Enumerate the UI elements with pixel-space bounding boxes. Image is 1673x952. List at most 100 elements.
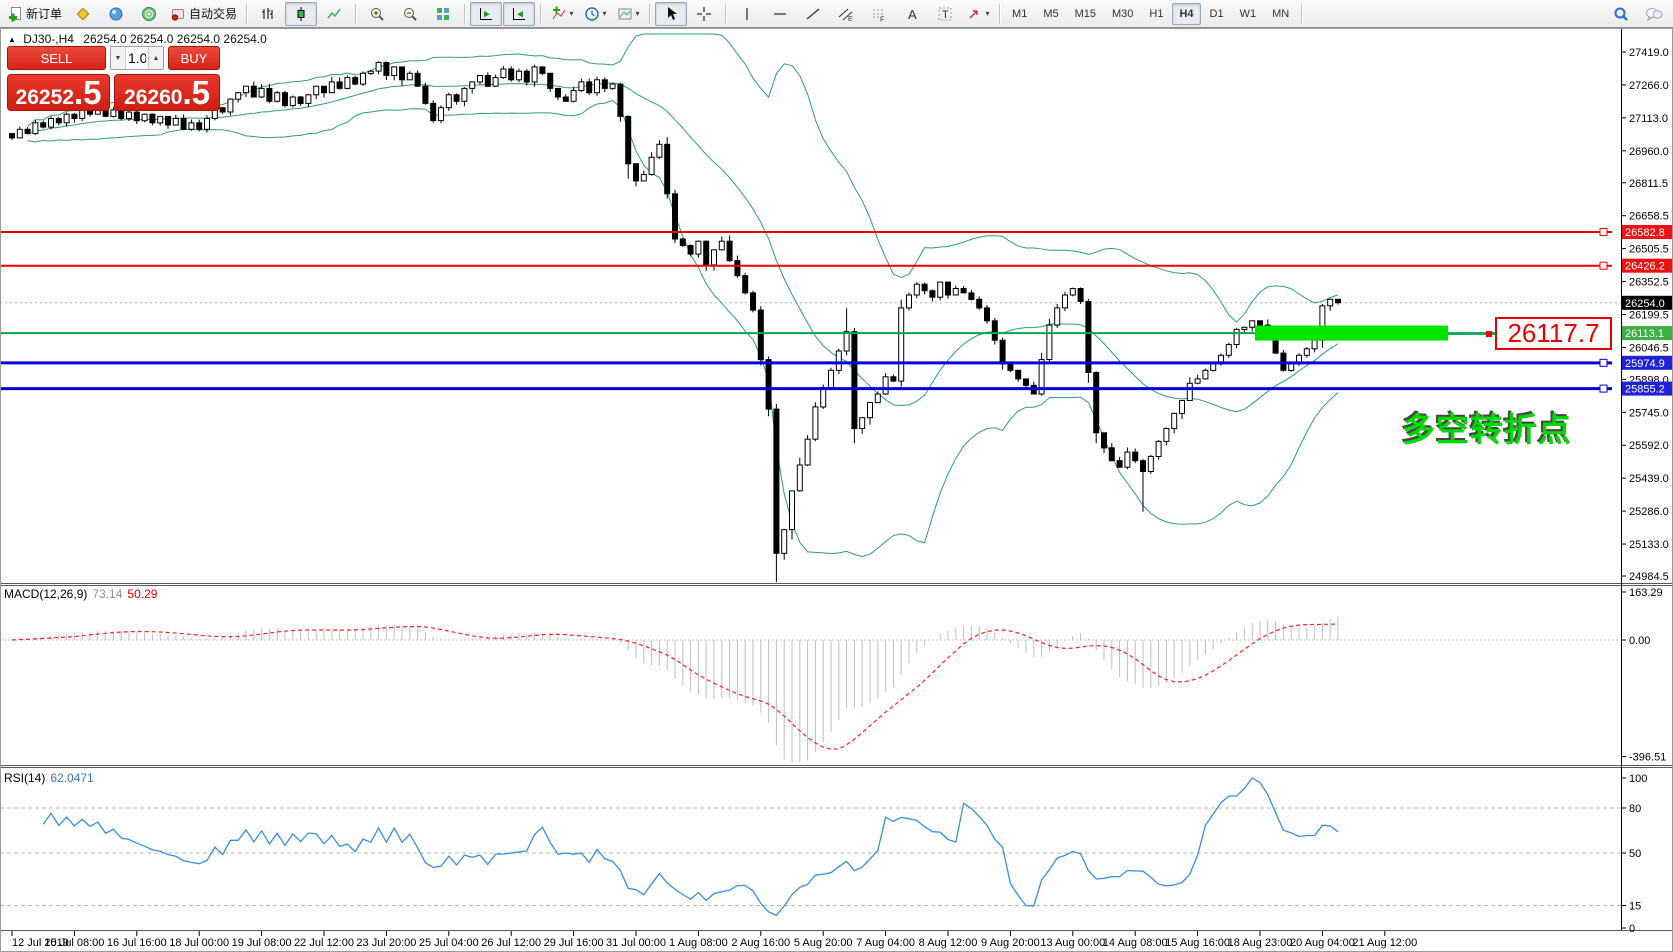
timeframe-button-H4[interactable]: H4 <box>1172 2 1201 25</box>
text-label-icon: T <box>938 7 952 21</box>
price-callout-box[interactable]: 26117.7 <box>1495 317 1612 350</box>
line-anchor-square[interactable] <box>1599 358 1608 367</box>
timeframe-button-W1[interactable]: W1 <box>1239 7 1257 20</box>
collapse-panel-icon[interactable]: ▲ <box>8 35 16 44</box>
timeframe-button-H1[interactable]: H1 <box>1149 7 1164 20</box>
axis-line-label <box>1622 225 1672 239</box>
indicators-button[interactable]: ▾ <box>546 2 578 26</box>
timeframe-button-M5[interactable]: M5 <box>1043 7 1059 20</box>
rsi-axis-label: 100 <box>1629 773 1647 785</box>
tile-windows-button[interactable] <box>427 2 459 26</box>
ohlc-readout: 26254.0 26254.0 26254.0 26254.0 <box>83 32 267 46</box>
text-tool-button[interactable]: A <box>896 2 928 26</box>
fibonacci-tool-button[interactable]: F <box>863 2 895 26</box>
sell-price-frac: .5 <box>73 74 102 111</box>
cursor-tool-button[interactable] <box>655 1 688 26</box>
toolbar-separator <box>725 3 727 24</box>
rsi-axis-label: 15 <box>1629 901 1641 913</box>
macd-signal-value: 50.29 <box>127 587 158 601</box>
macd-axis-label: 163.29 <box>1629 587 1663 599</box>
volume-increase-button[interactable]: ▲ <box>148 47 163 69</box>
macd-pane-label: MACD(12,26,9) 73.14 50.29 <box>4 587 157 601</box>
equidistant-channel-tool-button[interactable]: E <box>830 2 862 26</box>
zoom-in-button[interactable] <box>361 2 393 26</box>
time-tick-label: 18 Aug 23:00 <box>1228 937 1293 949</box>
volume-input[interactable] <box>126 47 148 69</box>
text-label-tool-button[interactable]: T <box>929 2 961 26</box>
main-toolbar: 新订单 自动交易 ▾ ▾ <box>0 0 1673 28</box>
timeframe-button-M1[interactable]: M1 <box>1012 7 1028 20</box>
trendline-icon <box>806 8 820 19</box>
line-anchor-square[interactable] <box>1599 384 1608 393</box>
axis-line-label-text: 26113.1 <box>1625 328 1664 340</box>
pivot-highlight-zone[interactable] <box>1255 325 1448 341</box>
axis-line-label <box>1622 295 1672 310</box>
buy-button[interactable]: BUY <box>168 46 220 70</box>
time-tick-label: 13 Aug 00:00 <box>1040 937 1105 949</box>
price-tick-label: 26352.5 <box>1629 277 1669 289</box>
svg-text:F: F <box>880 16 884 22</box>
price-axis[interactable]: 27419.0 27266.0 27113.0 26960.0 26811.5 26658… <box>1621 47 1672 935</box>
autotrading-label: 自动交易 <box>189 7 238 21</box>
tile-windows-icon <box>437 7 450 20</box>
line-chart-mode-button[interactable] <box>318 2 350 26</box>
axis-line-label-text: 25974.9 <box>1625 358 1665 370</box>
new-order-label: 新订单 <box>26 7 63 21</box>
text-tool-icon: A <box>908 7 917 22</box>
volume-decrease-button[interactable]: ▼ <box>111 47 126 69</box>
sell-price-display[interactable]: 26252.5 <box>7 74 110 111</box>
toolbar-separator <box>1301 3 1303 24</box>
time-tick-label: 12 Jul 2019 <box>12 937 69 949</box>
turning-point-annotation[interactable]: 多空转折点 <box>1402 411 1572 448</box>
time-tick-label: 18 Jul 00:00 <box>169 937 229 949</box>
timeframe-button-M15[interactable]: M15 <box>1074 7 1096 20</box>
toolbar-separator <box>355 3 357 24</box>
buy-price-frac: .5 <box>182 74 210 111</box>
rsi-pane-label: RSI(14) 62.0471 <box>4 771 94 785</box>
community-button[interactable] <box>1638 2 1670 26</box>
axis-line-label-text: 25855.2 <box>1625 384 1665 396</box>
autotrading-button[interactable]: 自动交易 <box>166 2 241 26</box>
line-anchor-square[interactable] <box>1599 261 1608 270</box>
time-tick-label: 15 Aug 16:00 <box>1165 937 1230 949</box>
search-button[interactable] <box>1605 2 1637 26</box>
templates-button[interactable]: ▾ <box>612 2 644 26</box>
chart-shift-button[interactable] <box>503 1 536 26</box>
timeframe-button-MN[interactable]: MN <box>1272 7 1290 20</box>
rsi-axis-label: 50 <box>1629 848 1641 860</box>
zoom-out-button[interactable] <box>394 2 426 26</box>
candlestick-mode-button[interactable] <box>285 1 318 26</box>
new-order-button[interactable]: 新订单 <box>3 2 66 26</box>
time-tick-label: 7 Aug 04:00 <box>856 937 915 949</box>
toolbar-separator <box>999 3 1001 24</box>
buy-price-main: 26260 <box>124 86 183 109</box>
auto-scroll-button[interactable] <box>470 1 503 26</box>
vertical-line-tool-button[interactable] <box>731 2 763 26</box>
profiles-button[interactable] <box>67 2 99 26</box>
price-tick-label: 26811.5 <box>1629 178 1668 190</box>
buy-price-display[interactable]: 26260.5 <box>114 74 220 111</box>
axis-line-label <box>1622 258 1672 273</box>
arrows-tool-button[interactable]: ▾ <box>962 2 994 26</box>
price-tick-label: 27419.0 <box>1629 47 1669 59</box>
horizontal-line-tool-button[interactable] <box>764 2 796 26</box>
periods-button[interactable]: ▾ <box>579 2 611 26</box>
sell-button[interactable]: SELL <box>7 46 106 70</box>
crosshair-tool-button[interactable] <box>688 2 720 26</box>
time-tick-label: 16 Jul 16:00 <box>107 937 167 949</box>
line-anchor-square[interactable] <box>1599 227 1608 236</box>
time-tick-label: 20 Aug 04:00 <box>1290 937 1355 949</box>
price-tick-label: 27266.0 <box>1629 80 1669 92</box>
axis-line-label <box>1622 326 1672 341</box>
timeframe-button-D1[interactable]: D1 <box>1209 7 1224 20</box>
timeframe-button-M30[interactable]: M30 <box>1112 7 1134 20</box>
bar-chart-mode-button[interactable] <box>252 2 284 26</box>
time-tick-label: 15 Jul 08:00 <box>44 937 104 949</box>
navigator-button[interactable] <box>133 2 165 26</box>
market-watch-button[interactable] <box>100 2 132 26</box>
bar-chart-icon <box>262 7 273 19</box>
trendline-tool-button[interactable] <box>797 2 829 26</box>
axis-line-label <box>1622 355 1672 370</box>
toolbar-separator <box>540 3 542 24</box>
